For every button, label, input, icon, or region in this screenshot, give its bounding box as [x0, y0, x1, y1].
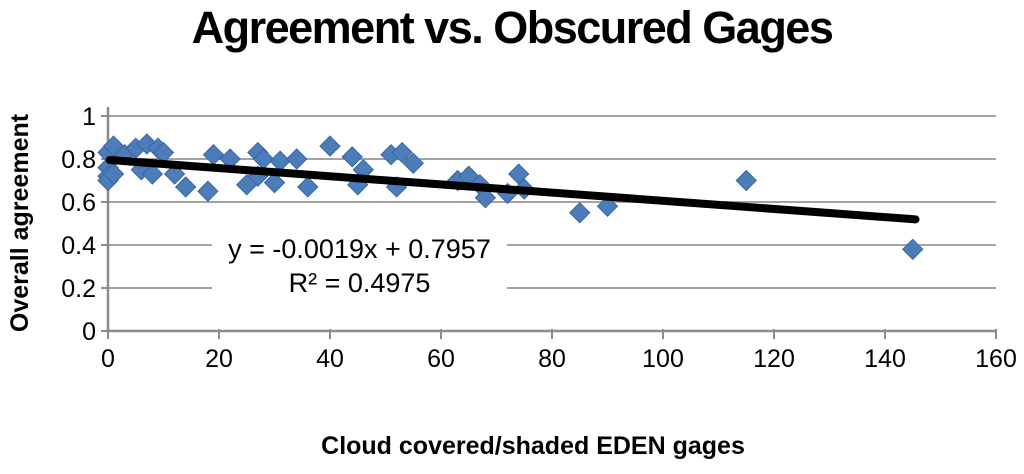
trendline-annotation: y = -0.0019x + 0.7957 R² = 0.4975	[212, 232, 507, 300]
data-point	[402, 152, 424, 175]
chart-title: Agreement vs. Obscured Gages	[191, 2, 834, 53]
x-tick-label: 120	[753, 345, 795, 373]
data-point	[902, 238, 924, 261]
y-tick-label: 0.6	[61, 189, 96, 217]
x-tick-label: 80	[538, 345, 566, 373]
x-tick-label: 60	[427, 345, 455, 373]
data-point	[174, 176, 197, 198]
data-point	[263, 171, 286, 194]
data-point	[197, 180, 219, 202]
data-point	[341, 146, 363, 168]
y-tick-label: 0	[82, 318, 96, 346]
data-point	[297, 176, 319, 198]
data-point	[285, 148, 308, 170]
y-tick-label: 0.8	[61, 146, 96, 174]
y-tick-label: 0.4	[61, 232, 96, 260]
data-point	[141, 163, 164, 185]
y-tick-label: 0.2	[61, 275, 96, 303]
data-point	[202, 143, 225, 166]
data-point	[391, 141, 413, 164]
data-point	[735, 169, 757, 192]
data-point	[596, 195, 619, 218]
trendline-equation: y = -0.0019x + 0.7957	[228, 234, 491, 264]
x-axis-title: Cloud covered/shaded EDEN gages	[321, 432, 745, 460]
data-point	[474, 186, 497, 209]
y-tick-label: 1	[82, 103, 96, 131]
x-tick-label: 140	[864, 345, 906, 373]
x-tick-label: 0	[101, 345, 115, 373]
data-point	[319, 135, 341, 157]
trendline	[105, 156, 920, 224]
x-tick-label: 160	[975, 345, 1017, 373]
data-point	[102, 163, 125, 185]
x-tick-label: 40	[316, 345, 344, 373]
trendline-r-squared: R² = 0.4975	[288, 268, 431, 298]
data-point	[569, 202, 591, 224]
x-tick-label: 20	[205, 345, 233, 373]
y-axis-title: Overall agreement	[6, 113, 34, 333]
x-tick-label: 100	[642, 345, 684, 373]
